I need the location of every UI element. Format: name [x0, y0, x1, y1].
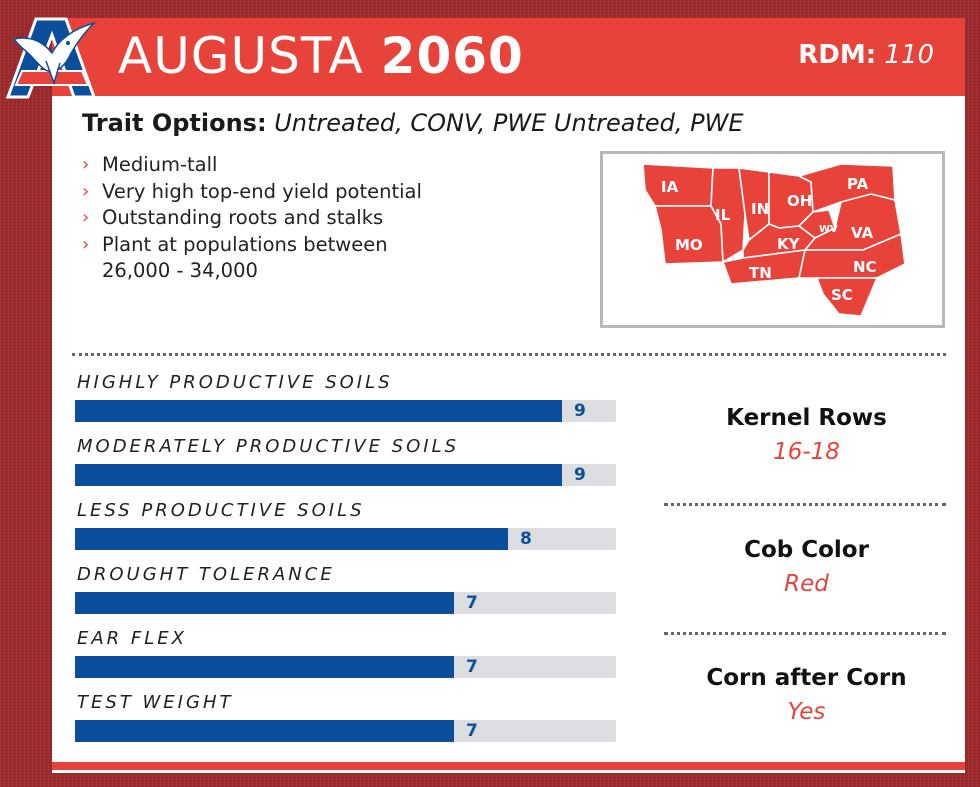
rating-row: TEST WEIGHT 7 — [75, 692, 620, 756]
trait-options-value: Untreated, CONV, PWE Untreated, PWE — [274, 109, 744, 137]
spec-corn-after-corn: Corn after Corn Yes — [664, 665, 949, 725]
ratings-chart: HIGHLY PRODUCTIVE SOILS 9 MODERATELY PRO… — [75, 372, 620, 756]
feature-text: Outstanding roots and stalks — [102, 206, 384, 229]
feature-item: › Very high top-end yield potential — [82, 179, 582, 206]
product-series: AUGUSTA — [118, 27, 364, 85]
trait-options: Trait Options: Untreated, CONV, PWE Untr… — [82, 109, 743, 137]
rating-row: DROUGHT TOLERANCE 7 — [75, 564, 620, 628]
rating-track: 9 — [75, 400, 616, 422]
trait-options-label: Trait Options: — [82, 109, 267, 137]
map-label-nc: NC — [853, 258, 877, 276]
map-label-sc: SC — [831, 286, 853, 304]
rating-track: 7 — [75, 656, 616, 678]
adaptation-map: IA IL IN OH PA MO KY WV VA TN NC SC — [600, 151, 945, 328]
map-label-ky: KY — [777, 235, 801, 253]
chevron-right-icon: › — [82, 233, 90, 255]
rating-value: 9 — [574, 401, 586, 421]
rating-row: MODERATELY PRODUCTIVE SOILS 9 — [75, 436, 620, 500]
rating-track: 8 — [75, 528, 616, 550]
rating-label: MODERATELY PRODUCTIVE SOILS — [77, 436, 460, 457]
product-card — [52, 18, 965, 773]
map-label-tn: TN — [749, 264, 772, 282]
chevron-right-icon: › — [82, 207, 90, 228]
rating-label: HIGHLY PRODUCTIVE SOILS — [77, 372, 393, 393]
rating-label: DROUGHT TOLERANCE — [77, 564, 335, 585]
product-number: 2060 — [380, 27, 524, 85]
spec-kernel-rows: Kernel Rows 16-18 — [664, 405, 949, 465]
spec-value: Red — [784, 571, 829, 597]
section-divider — [72, 353, 946, 356]
rating-bar — [75, 400, 562, 422]
rating-label: LESS PRODUCTIVE SOILS — [77, 500, 365, 521]
rating-value: 9 — [574, 465, 586, 485]
rating-row: LESS PRODUCTIVE SOILS 8 — [75, 500, 620, 564]
spec-value: 16-18 — [773, 439, 840, 465]
map-label-pa: PA — [847, 175, 869, 193]
rating-label: EAR FLEX — [77, 628, 188, 649]
feature-item: › Plant at populations between 26,000 - 3… — [82, 232, 442, 285]
rdm-rating: RDM: 110 — [798, 40, 934, 70]
bottom-stripe — [52, 762, 965, 770]
rdm-value: 110 — [884, 40, 934, 70]
header-banner — [52, 18, 965, 96]
feature-text: Plant at populations between 26,000 - 34… — [102, 232, 388, 283]
spec-label: Corn after Corn — [706, 665, 907, 691]
map-label-wv: WV — [819, 224, 838, 235]
map-label-ia: IA — [661, 178, 679, 196]
spec-label: Kernel Rows — [726, 405, 887, 431]
rating-bar — [75, 720, 454, 742]
rating-bar — [75, 592, 454, 614]
spec-divider — [664, 632, 946, 635]
spec-divider — [664, 503, 946, 506]
rating-bar — [75, 528, 508, 550]
rating-value: 7 — [466, 593, 478, 613]
map-label-va: VA — [851, 224, 874, 242]
eagle-shield-logo-icon — [5, 17, 97, 99]
spec-label: Cob Color — [744, 537, 869, 563]
feature-item: › Medium-tall — [82, 152, 582, 179]
feature-text: Medium-tall — [102, 153, 218, 176]
product-name: AUGUSTA 2060 — [118, 27, 524, 85]
map-label-il: IL — [715, 206, 731, 224]
rating-track: 9 — [75, 464, 616, 486]
rating-value: 8 — [520, 529, 532, 549]
map-label-in: IN — [751, 200, 769, 218]
spec-value: Yes — [787, 699, 826, 725]
rating-value: 7 — [466, 721, 478, 741]
feature-list: › Medium-tall › Very high top-end yield po… — [82, 152, 582, 285]
map-label-mo: MO — [675, 236, 703, 254]
rating-row: HIGHLY PRODUCTIVE SOILS 9 — [75, 372, 620, 436]
rdm-label: RDM: — [798, 40, 877, 70]
rating-bar — [75, 464, 562, 486]
spec-cob-color: Cob Color Red — [664, 537, 949, 597]
rating-label: TEST WEIGHT — [77, 692, 234, 713]
feature-item: › Outstanding roots and stalks — [82, 205, 582, 232]
rating-row: EAR FLEX 7 — [75, 628, 620, 692]
map-label-oh: OH — [787, 192, 812, 210]
feature-text: Very high top-end yield potential — [102, 179, 422, 203]
chevron-right-icon: › — [82, 180, 90, 202]
chevron-right-icon: › — [82, 154, 90, 175]
rating-bar — [75, 656, 454, 678]
regional-states-map: IA IL IN OH PA MO KY WV VA TN NC SC — [642, 163, 906, 317]
rating-track: 7 — [75, 592, 616, 614]
rating-value: 7 — [466, 657, 478, 677]
rating-track: 7 — [75, 720, 616, 742]
